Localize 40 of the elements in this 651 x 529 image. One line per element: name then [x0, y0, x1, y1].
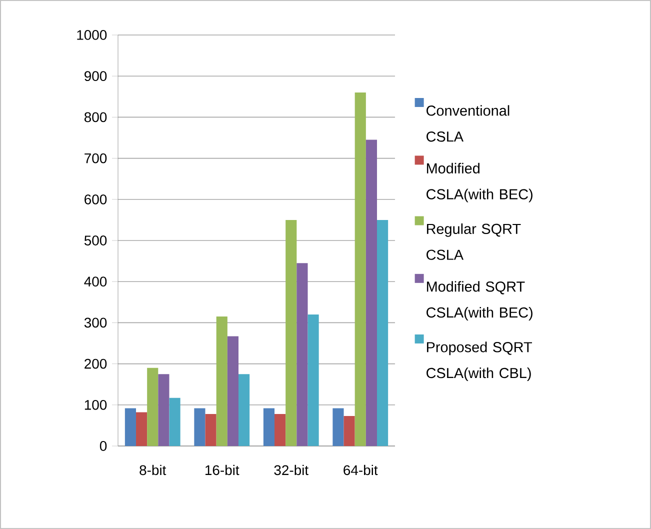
bar — [263, 408, 275, 446]
y-tick-label: 400 — [84, 276, 107, 287]
legend-label: Conventional CSLA — [426, 105, 510, 142]
bar — [376, 220, 388, 446]
bar — [238, 374, 250, 446]
bar — [124, 408, 136, 446]
y-tick-label: 200 — [84, 358, 107, 369]
bar — [194, 408, 206, 446]
bar — [332, 408, 344, 446]
x-tick-label: 8-bit — [140, 464, 166, 476]
y-tick-label: 300 — [84, 318, 107, 328]
x-tick-label: 16-bit — [205, 464, 240, 476]
bar — [158, 374, 170, 446]
x-tick-label: 64-bit — [344, 464, 378, 476]
legend-label: Modified CSLA(with BEC) — [426, 162, 532, 202]
y-tick-label: 700 — [84, 153, 107, 164]
bar — [136, 412, 148, 446]
bar — [286, 220, 297, 446]
bar — [147, 368, 158, 446]
y-tick-label: 500 — [84, 236, 107, 246]
y-tick-label: 1000 — [77, 30, 107, 40]
x-tick-label: 32-bit — [274, 464, 308, 476]
bar — [205, 414, 216, 446]
bar — [354, 92, 366, 446]
bar — [308, 314, 319, 446]
legend-label: Proposed SQRT CSLA(with CBL) — [426, 342, 532, 382]
bar — [296, 263, 308, 446]
bar — [344, 416, 355, 446]
y-tick-label: 0 — [100, 441, 107, 451]
bar — [169, 398, 180, 446]
y-tick-label: 100 — [84, 400, 107, 410]
bar — [366, 140, 377, 446]
y-tick-label: 900 — [84, 71, 107, 82]
bar — [216, 316, 228, 446]
y-tick-label: 800 — [84, 112, 107, 122]
y-tick-label: 600 — [84, 194, 107, 204]
legend-label: Modified SQRT CSLA(with BEC) — [426, 281, 532, 320]
bar — [227, 336, 238, 446]
bar — [274, 414, 286, 446]
legend-label: Regular SQRT CSLA — [426, 223, 521, 260]
